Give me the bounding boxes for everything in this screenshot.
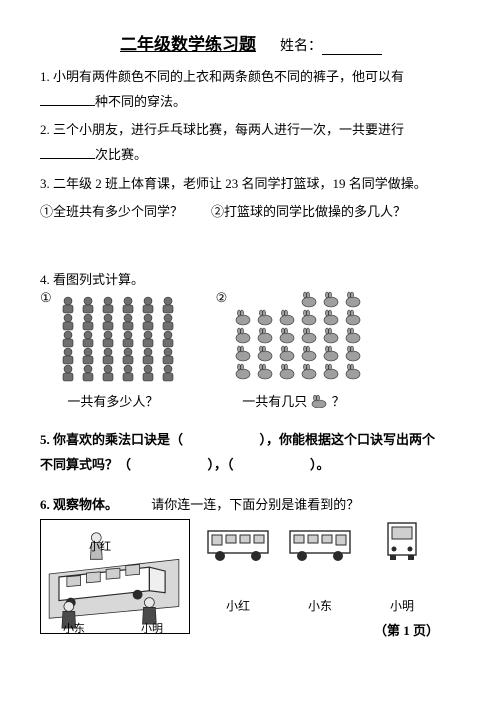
q5-e: ）。 <box>310 457 330 472</box>
q4-figure-2: ② <box>216 290 372 410</box>
q1-text-b: 种不同的穿法。 <box>95 94 186 109</box>
q3-text: 3. 二年级 2 班上体育课，老师让 23 名同学打篮球，19 名同学做操。 <box>40 176 427 191</box>
q5-d: ），（ <box>208 457 234 472</box>
scene-label-ming: 小明 <box>141 620 163 636</box>
rabbit-inline-icon <box>310 395 328 408</box>
q4-caption-1: 一共有多少人？ <box>67 391 158 410</box>
q1-blank[interactable] <box>40 92 95 106</box>
q4-figure-1: ① <box>40 290 186 410</box>
bus-side-icon <box>286 523 354 563</box>
question-6-body: 小红 小东 小明 小红 <box>40 519 462 639</box>
q4-cap2-a: 一共有几只 <box>242 394 307 409</box>
q1-text-a: 1. 小明有两件颜色不同的上衣和两条颜色不同的裤子，他可以有 <box>40 69 404 84</box>
question-3-subs: ①全班共有多少个同学？ ②打篮球的同学比做操的多几人？ <box>40 200 462 225</box>
q3-sub2: ②打篮球的同学比做操的多几人？ <box>211 204 406 219</box>
q2-text-a: 2. 三个小朋友，进行乒乓球比赛，每两人进行一次，一共要进行 <box>40 122 404 137</box>
view-option-1: 小红 <box>204 523 272 614</box>
q2-blank[interactable] <box>40 145 95 159</box>
view-label-3: 小明 <box>390 597 414 614</box>
q5-b: ），你能根据这个口诀写出两个 <box>260 432 436 447</box>
question-4: 4. 看图列式计算。 <box>40 269 462 288</box>
q5-c: 不同算式吗？（ <box>40 457 131 472</box>
q4-circ-2: ② <box>216 290 228 306</box>
name-label: 姓名： <box>280 39 322 54</box>
people-grid-icon <box>56 290 186 385</box>
q4-circ-1: ① <box>40 290 52 306</box>
observation-scene: 小红 小东 小明 <box>40 519 190 634</box>
q6-title: 6. 观察物体。 <box>40 497 118 512</box>
question-6-head: 6. 观察物体。 请你连一连，下面分别是谁看到的？ <box>40 494 462 513</box>
name-blank[interactable] <box>322 54 382 55</box>
view-label-1: 小红 <box>226 597 250 614</box>
view-label-2: 小东 <box>308 597 332 614</box>
q4-figures: ① <box>40 290 462 410</box>
scene-label-hong: 小红 <box>89 538 111 554</box>
bus-side-reverse-icon <box>204 523 272 563</box>
answer-space-q3 <box>40 225 462 265</box>
page-number: （第 1 页） <box>374 620 439 639</box>
q5-a: 5. 你喜欢的乘法口诀是（ <box>40 432 183 447</box>
bus-front-icon <box>382 519 422 563</box>
scene-label-dong: 小东 <box>63 620 85 636</box>
title-row: 二年级数学练习题 姓名： <box>40 30 462 55</box>
view-option-2: 小东 <box>286 523 354 614</box>
question-1: 1. 小明有两件颜色不同的上衣和两条颜色不同的裤子，他可以有 种不同的穿法。 <box>40 65 462 114</box>
q3-sub1: ①全班共有多少个同学？ <box>40 204 183 219</box>
question-5: 5. 你喜欢的乘法口诀是（ ），你能根据这个口诀写出两个 不同算式吗？（ ），（… <box>40 428 462 477</box>
q4-text: 4. 看图列式计算。 <box>40 272 144 287</box>
view-options: 小红 小东 <box>204 519 439 639</box>
worksheet-page: 二年级数学练习题 姓名： 1. 小明有两件颜色不同的上衣和两条颜色不同的裤子，他… <box>0 0 502 659</box>
q6-prompt: 请你连一连，下面分别是谁看到的？ <box>151 497 359 512</box>
page-title: 二年级数学练习题 <box>120 30 256 55</box>
q2-text-b: 次比赛。 <box>95 147 147 162</box>
q4-cap2-b: ？ <box>332 394 345 409</box>
q4-caption-2: 一共有几只 ？ <box>242 391 345 410</box>
rabbit-grid-icon <box>231 290 371 385</box>
view-option-3: 小明 <box>368 519 436 614</box>
question-2: 2. 三个小朋友，进行乒乓球比赛，每两人进行一次，一共要进行 次比赛。 <box>40 118 462 167</box>
question-3: 3. 二年级 2 班上体育课，老师让 23 名同学打篮球，19 名同学做操。 <box>40 172 462 197</box>
